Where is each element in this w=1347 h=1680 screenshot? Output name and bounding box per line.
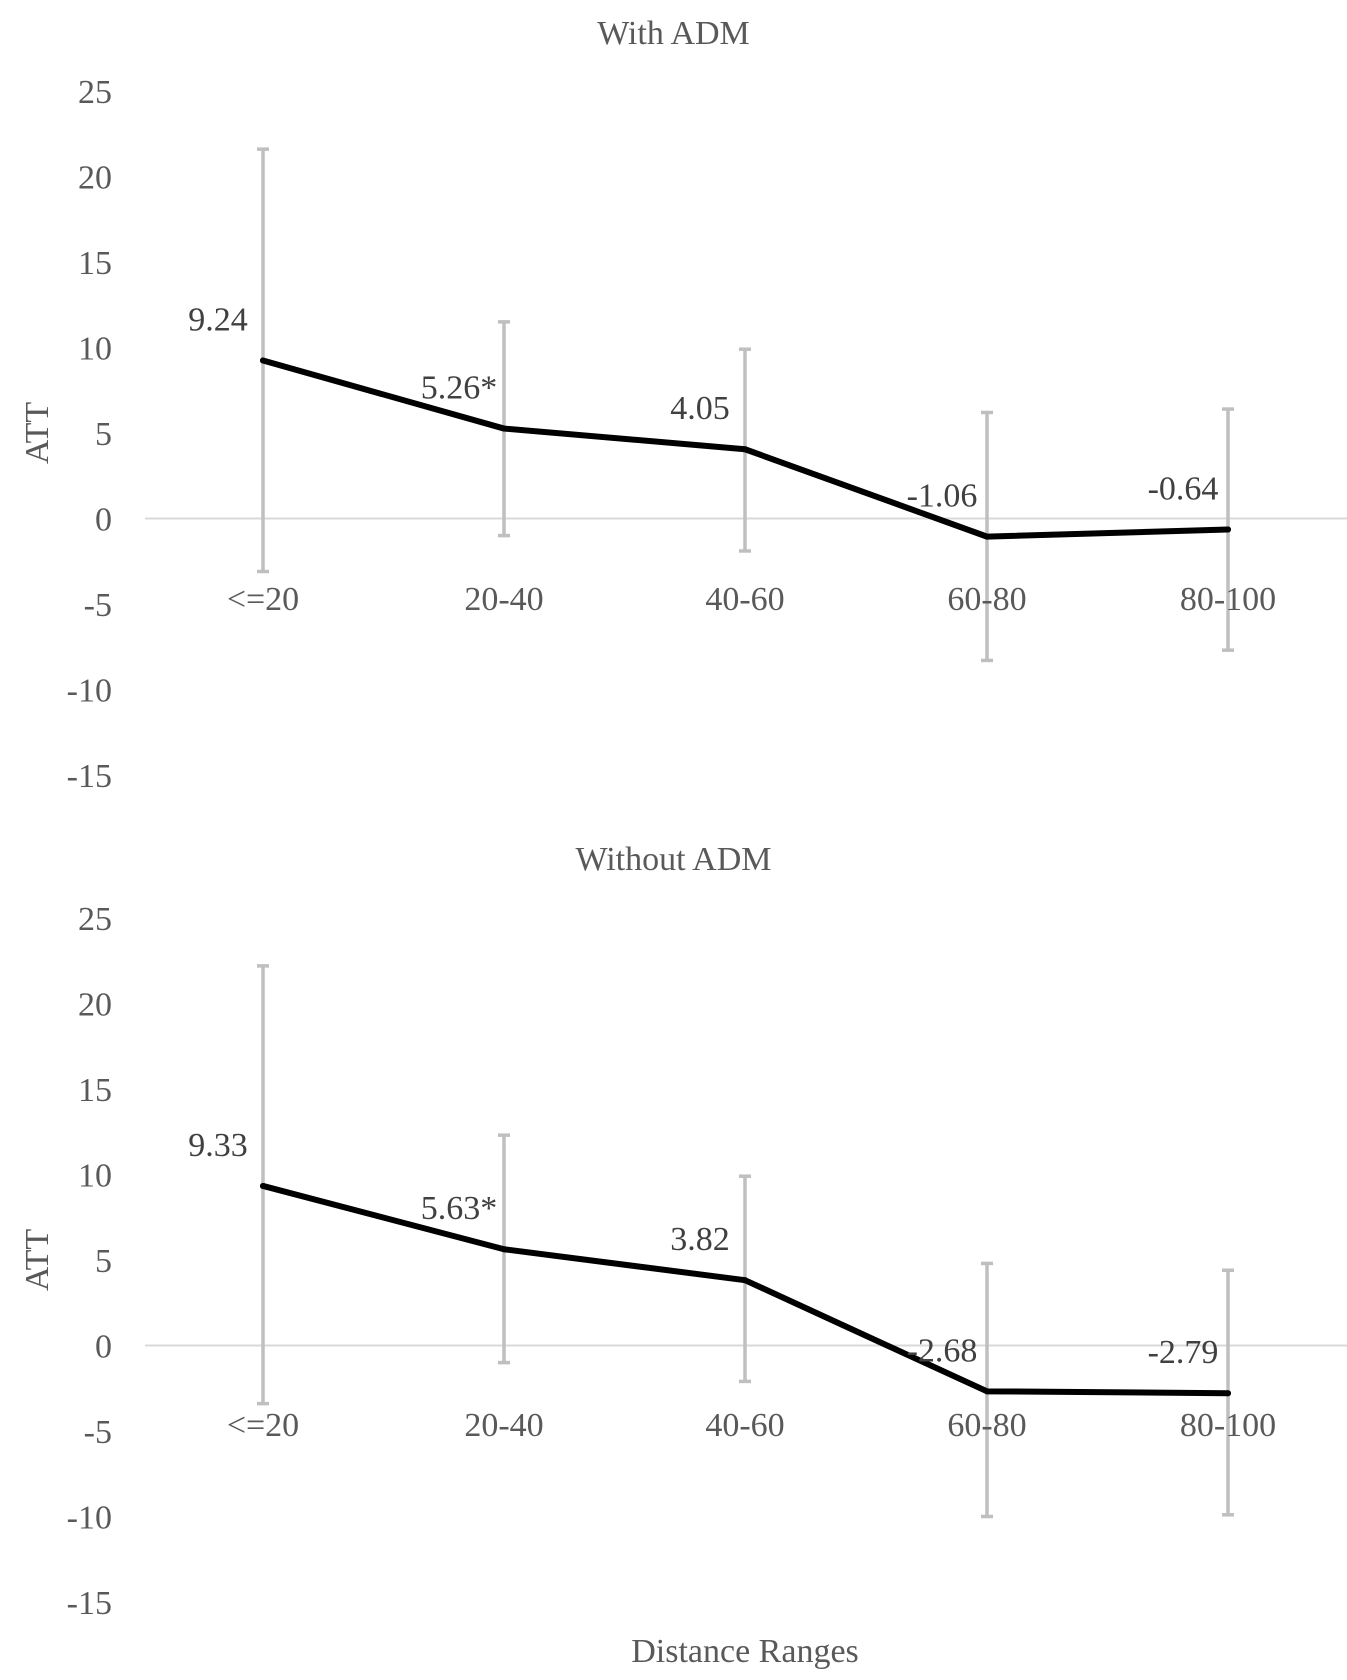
data-label: 5.26* [421,370,498,407]
y-tick-label: -10 [67,1500,112,1537]
chart-title: Without ADM [575,841,771,878]
chart-panel-2: Without ADM 25 20 15 10 5 0 -5 -10 -15 ATT <=20 20-4… [19,841,1347,1670]
chart-title: With ADM [597,15,750,52]
data-point [260,1182,266,1189]
data-label: -2.68 [907,1332,978,1369]
y-tick-label: -15 [67,1585,112,1622]
y-tick-label: 25 [78,901,112,938]
data-label: -2.79 [1148,1334,1219,1371]
x-axis-label: Distance Ranges [631,1633,859,1670]
y-axis-label: ATT [19,402,56,465]
data-point [501,1246,507,1253]
data-point [742,1277,748,1284]
x-category-label: 40-60 [705,581,784,618]
y-tick-label: 5 [95,1243,112,1280]
x-category-label: 20-40 [464,1407,543,1444]
x-category-label: 40-60 [705,1407,784,1444]
y-tick-label: 20 [78,987,112,1024]
y-tick-label: 10 [78,331,112,368]
x-category-label: 80-100 [1180,581,1276,618]
data-label: 3.82 [670,1221,730,1258]
x-category-label: 80-100 [1180,1407,1276,1444]
x-category-label: 60-80 [947,1407,1026,1444]
x-category-label: <=20 [227,1407,299,1444]
y-tick-label: 15 [78,1072,112,1109]
y-tick-label: 0 [95,1329,112,1366]
data-label: -1.06 [907,478,978,515]
x-category-label: <=20 [227,581,299,618]
data-point [1225,1390,1231,1397]
y-axis-label: ATT [19,1229,56,1292]
data-point [260,357,266,364]
data-point [501,425,507,432]
data-label: 9.24 [188,301,248,338]
data-point [984,1388,990,1395]
x-category-label: 60-80 [947,581,1026,618]
y-tick-label: 25 [78,74,112,111]
data-point [742,446,748,453]
y-tick-label: 20 [78,160,112,197]
y-tick-label: -5 [84,1414,112,1451]
y-tick-label: 5 [95,416,112,453]
data-label: 5.63* [421,1190,498,1227]
y-tick-label: 10 [78,1158,112,1195]
data-point [1225,526,1231,533]
data-label: 4.05 [670,390,730,427]
x-category-label: 20-40 [464,581,543,618]
y-tick-label: -5 [84,587,112,624]
chart-panel-1: With ADM 25 20 15 10 5 0 -5 -10 -15 ATT <=20 20-40 40… [19,15,1347,795]
y-tick-label: -15 [67,758,112,795]
data-label: 9.33 [188,1127,248,1164]
data-label: -0.64 [1148,470,1219,507]
y-tick-label: -10 [67,673,112,710]
data-point [984,533,990,540]
y-tick-label: 0 [95,502,112,539]
y-tick-label: 15 [78,245,112,282]
